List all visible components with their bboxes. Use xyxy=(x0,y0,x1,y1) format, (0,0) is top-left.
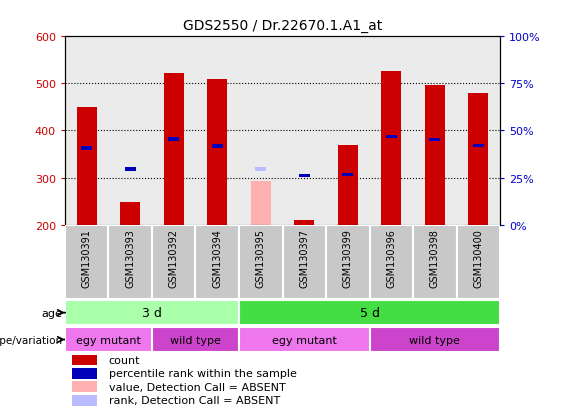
Text: value, Detection Call = ABSENT: value, Detection Call = ABSENT xyxy=(108,382,285,392)
Bar xyxy=(195,225,239,299)
Bar xyxy=(152,225,195,299)
Bar xyxy=(370,225,413,299)
Bar xyxy=(239,328,370,352)
Bar xyxy=(152,37,195,225)
Bar xyxy=(65,301,239,325)
Bar xyxy=(282,37,326,225)
Bar xyxy=(212,145,223,148)
Bar xyxy=(255,168,266,171)
Bar xyxy=(125,168,136,171)
Text: wild type: wild type xyxy=(409,335,460,345)
Bar xyxy=(108,225,152,299)
Text: egy mutant: egy mutant xyxy=(76,335,141,345)
Text: GSM130391: GSM130391 xyxy=(82,229,92,287)
Bar xyxy=(65,37,108,225)
Bar xyxy=(239,225,282,299)
Bar xyxy=(239,301,500,325)
Bar xyxy=(299,174,310,178)
Bar xyxy=(239,37,282,225)
Bar xyxy=(342,173,353,176)
Bar xyxy=(326,225,370,299)
Text: GSM130393: GSM130393 xyxy=(125,229,135,287)
Bar xyxy=(207,80,227,225)
Title: GDS2550 / Dr.22670.1.A1_at: GDS2550 / Dr.22670.1.A1_at xyxy=(183,19,382,33)
Bar xyxy=(429,138,440,142)
Text: GSM130392: GSM130392 xyxy=(169,229,179,288)
Bar xyxy=(326,37,370,225)
Bar xyxy=(81,147,92,150)
Bar xyxy=(251,181,271,225)
Text: wild type: wild type xyxy=(170,335,221,345)
Bar xyxy=(294,221,314,225)
Bar xyxy=(65,328,152,352)
Text: count: count xyxy=(108,355,140,365)
Text: GSM130399: GSM130399 xyxy=(343,229,353,287)
Text: GSM130395: GSM130395 xyxy=(256,229,266,288)
Text: GSM130394: GSM130394 xyxy=(212,229,222,287)
Text: 5 d: 5 d xyxy=(359,306,380,319)
Bar xyxy=(457,225,500,299)
Bar xyxy=(65,225,108,299)
Bar xyxy=(468,94,488,225)
Bar xyxy=(152,328,239,352)
Text: 3 d: 3 d xyxy=(142,306,162,319)
Bar xyxy=(72,395,97,406)
Bar xyxy=(370,328,500,352)
Text: GSM130398: GSM130398 xyxy=(430,229,440,287)
Bar xyxy=(413,225,457,299)
Bar xyxy=(72,368,97,379)
Bar xyxy=(77,108,97,225)
Text: GSM130400: GSM130400 xyxy=(473,229,483,287)
Text: GSM130396: GSM130396 xyxy=(386,229,396,287)
Bar xyxy=(72,355,97,366)
Bar xyxy=(413,37,457,225)
Text: GSM130397: GSM130397 xyxy=(299,229,309,288)
Text: rank, Detection Call = ABSENT: rank, Detection Call = ABSENT xyxy=(108,395,280,405)
Bar xyxy=(168,138,179,141)
Bar xyxy=(425,86,445,225)
Text: genotype/variation: genotype/variation xyxy=(0,335,62,345)
Text: egy mutant: egy mutant xyxy=(272,335,337,345)
Bar xyxy=(72,382,97,392)
Bar xyxy=(282,225,326,299)
Text: age: age xyxy=(41,308,62,318)
Bar xyxy=(338,145,358,225)
Text: percentile rank within the sample: percentile rank within the sample xyxy=(108,368,297,378)
Bar xyxy=(381,71,401,225)
Bar xyxy=(386,135,397,139)
Bar xyxy=(120,202,140,225)
Bar xyxy=(108,37,152,225)
Bar xyxy=(164,74,184,225)
Bar xyxy=(195,37,239,225)
Bar xyxy=(457,37,500,225)
Bar xyxy=(473,145,484,148)
Bar xyxy=(370,37,413,225)
